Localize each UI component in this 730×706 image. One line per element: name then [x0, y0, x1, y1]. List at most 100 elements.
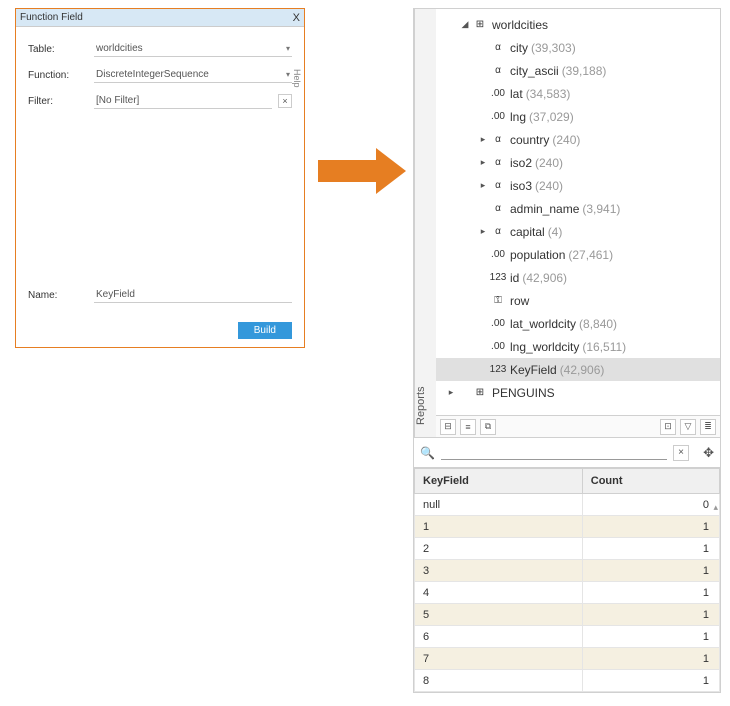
- build-button[interactable]: Build: [238, 322, 292, 339]
- clear-filter-button[interactable]: ×: [278, 94, 292, 108]
- tree-item[interactable]: ⚿row: [436, 289, 720, 312]
- tree-item-count: (240): [552, 133, 580, 147]
- tree-item[interactable]: .00 lng (37,029): [436, 105, 720, 128]
- cell-count: 1: [582, 670, 719, 692]
- type-icon: α: [490, 65, 506, 76]
- function-dropdown[interactable]: DiscreteIntegerSequence ▾: [94, 67, 292, 83]
- list-view-button[interactable]: ≡: [460, 419, 476, 435]
- function-row-group: Function: DiscreteIntegerSequence ▾: [28, 67, 292, 83]
- tree-item[interactable]: 123KeyField (42,906): [436, 358, 720, 381]
- expand-icon[interactable]: ▸: [476, 157, 490, 168]
- help-tab[interactable]: Help: [290, 67, 304, 90]
- expand-icon[interactable]: ▸: [476, 180, 490, 191]
- table-row[interactable]: 31: [415, 560, 720, 582]
- table-row[interactable]: null0: [415, 494, 720, 516]
- close-icon[interactable]: X: [293, 12, 300, 24]
- tree-item[interactable]: .00population (27,461): [436, 243, 720, 266]
- tree-item-count: (42,906): [560, 363, 605, 377]
- tree-item-count: (4): [548, 225, 563, 239]
- name-input[interactable]: KeyField: [94, 287, 292, 303]
- arrow-head: [376, 148, 406, 194]
- tree-item[interactable]: .00lng_worldcity (16,511): [436, 335, 720, 358]
- tree-view-button[interactable]: ⊟: [440, 419, 456, 435]
- tree-item[interactable]: ▸αcapital (4): [436, 220, 720, 243]
- tree-item[interactable]: αcity (39,303): [436, 36, 720, 59]
- table-row[interactable]: 41: [415, 582, 720, 604]
- table-icon: ⊞: [472, 19, 488, 30]
- tree-list: ◢ ⊞ worldcities αcity (39,303) α city_asci…: [436, 9, 720, 404]
- dialog-titlebar[interactable]: Function Field X: [16, 9, 304, 27]
- type-icon: α: [490, 203, 506, 214]
- tree-item[interactable]: .00lat (34,583): [436, 82, 720, 105]
- filter-button[interactable]: ▽: [680, 419, 696, 435]
- arrow-shaft: [318, 160, 378, 182]
- tree-item-label: iso3: [510, 179, 532, 193]
- cell-key: 6: [415, 626, 583, 648]
- table-container: ▴ KeyField Count null01121314151617181: [414, 468, 720, 692]
- table-row[interactable]: 71: [415, 648, 720, 670]
- tree-item[interactable]: 123id (42,906): [436, 266, 720, 289]
- cell-count: 1: [582, 582, 719, 604]
- tree-item-label: city_ascii: [510, 64, 559, 78]
- move-icon[interactable]: ✥: [703, 445, 714, 461]
- tree-root-row[interactable]: ◢ ⊞ worldcities: [436, 13, 720, 36]
- type-icon: .00: [490, 88, 506, 99]
- bottom-panel: 🔍 × ✥ ▴ KeyField Count null0112131415161…: [413, 438, 721, 693]
- table-row-group: Table: worldcities ▾: [28, 41, 292, 57]
- arrow-graphic: [318, 148, 408, 194]
- data-table: KeyField Count null01121314151617181: [414, 468, 720, 692]
- config-button[interactable]: ⊡: [660, 419, 676, 435]
- clear-search-button[interactable]: ×: [673, 445, 689, 461]
- tree-item-count: (37,029): [529, 110, 574, 124]
- table-icon: ⊞: [472, 387, 488, 398]
- type-icon: .00: [490, 111, 506, 122]
- tree-item-label: KeyField: [510, 363, 557, 377]
- sort-button[interactable]: ≣: [700, 419, 716, 435]
- cell-key: 1: [415, 516, 583, 538]
- tree-item-label: row: [510, 294, 529, 308]
- filter-row-group: Filter: [No Filter] ×: [28, 93, 292, 109]
- search-input[interactable]: [441, 446, 667, 460]
- cell-count: 1: [582, 648, 719, 670]
- tree-item-label: city: [510, 41, 528, 55]
- expand-icon[interactable]: ▸: [476, 226, 490, 237]
- name-label: Name:: [28, 290, 94, 301]
- filter-field[interactable]: [No Filter]: [94, 93, 272, 109]
- tree-item[interactable]: ▸αiso2 (240): [436, 151, 720, 174]
- tree-item[interactable]: .00lat_worldcity (8,840): [436, 312, 720, 335]
- col-keyfield[interactable]: KeyField: [415, 469, 583, 494]
- tree-item[interactable]: ▸αcountry (240): [436, 128, 720, 151]
- tree-penguins-row[interactable]: ▸ ⊞ PENGUINS: [436, 381, 720, 404]
- expand-icon[interactable]: ▸: [476, 134, 490, 145]
- table-row[interactable]: 81: [415, 670, 720, 692]
- tree-item[interactable]: αadmin_name (3,941): [436, 197, 720, 220]
- tree-item-label: country: [510, 133, 549, 147]
- tree-item-count: (240): [535, 179, 563, 193]
- reports-tab[interactable]: Reports: [414, 9, 436, 437]
- scroll-up-icon[interactable]: ▴: [713, 502, 718, 513]
- tree-item-label: lng: [510, 110, 526, 124]
- type-icon: α: [490, 157, 506, 168]
- tree-root-label: worldcities: [492, 18, 548, 32]
- type-icon: α: [490, 226, 506, 237]
- tree-item-count: (8,840): [579, 317, 617, 331]
- chevron-down-icon: ▾: [286, 44, 290, 53]
- cell-key: null: [415, 494, 583, 516]
- tree-toolbar: ⊟ ≡ ⧉ ⊡ ▽ ≣: [436, 415, 720, 437]
- collapse-icon[interactable]: ◢: [458, 19, 472, 30]
- col-count[interactable]: Count: [582, 469, 719, 494]
- tree-item-label: admin_name: [510, 202, 579, 216]
- cell-count: 0: [582, 494, 719, 516]
- table-dropdown[interactable]: worldcities ▾: [94, 41, 292, 57]
- table-row[interactable]: 21: [415, 538, 720, 560]
- tree-item[interactable]: ▸αiso3 (240): [436, 174, 720, 197]
- tree-item-count: (39,188): [562, 64, 607, 78]
- table-row[interactable]: 51: [415, 604, 720, 626]
- expand-icon[interactable]: ▸: [444, 387, 458, 398]
- table-row[interactable]: 11: [415, 516, 720, 538]
- table-row[interactable]: 61: [415, 626, 720, 648]
- search-icon[interactable]: 🔍: [420, 446, 435, 460]
- tree-item[interactable]: α city_ascii (39,188): [436, 59, 720, 82]
- copy-button[interactable]: ⧉: [480, 419, 496, 435]
- tree-panel: Reports ◢ ⊞ worldcities αcity (39,303)αc…: [413, 8, 721, 438]
